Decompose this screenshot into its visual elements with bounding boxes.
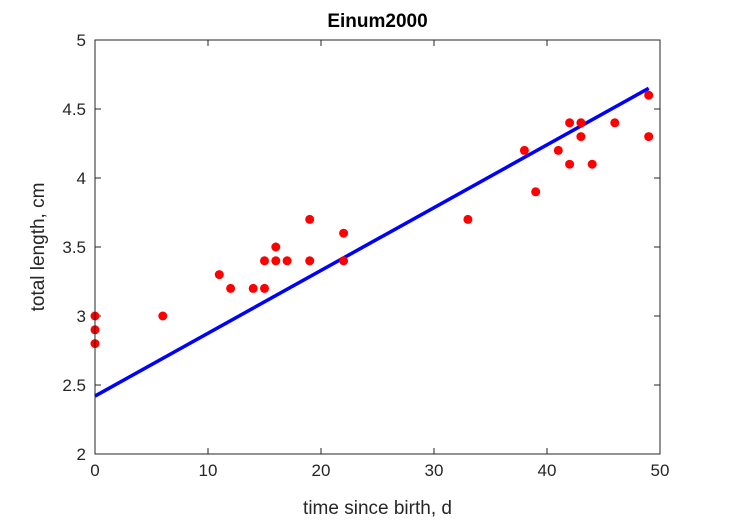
y-tick-label: 3 (77, 307, 86, 326)
data-point (565, 118, 575, 128)
data-point (610, 118, 620, 128)
y-tick-label: 5 (77, 31, 86, 50)
x-tick-label: 0 (90, 461, 99, 480)
data-point (305, 214, 315, 224)
data-point (339, 228, 349, 238)
data-point (226, 283, 236, 293)
data-point (271, 242, 281, 252)
y-tick-label: 4 (77, 169, 86, 188)
x-tick-label: 40 (538, 461, 557, 480)
data-point (576, 118, 586, 128)
x-tick-label: 30 (425, 461, 444, 480)
data-point (260, 283, 269, 293)
y-tick-label: 3.5 (62, 238, 86, 257)
x-axis-label: time since birth, d (303, 498, 452, 519)
data-point (565, 159, 575, 169)
data-point (214, 270, 224, 280)
data-point (644, 90, 654, 100)
data-point (271, 256, 281, 266)
data-point (248, 283, 258, 293)
data-point (644, 132, 654, 142)
data-point (553, 145, 563, 155)
data-point (519, 145, 529, 155)
data-point (282, 256, 292, 266)
plot-area (95, 40, 660, 454)
y-axis-label: total length, cm (28, 183, 49, 312)
y-tick-label: 2.5 (62, 376, 86, 395)
data-point (531, 187, 541, 197)
data-point (260, 256, 269, 266)
data-point (339, 256, 349, 266)
data-point (576, 132, 586, 142)
x-tick-label: 50 (651, 461, 670, 480)
data-point (463, 214, 473, 224)
y-tick-label: 4.5 (62, 100, 86, 119)
axes-frame (94, 39, 661, 455)
data-point (158, 311, 168, 321)
ticks: 0 10 20 30 40 50 2 2.5 3 3.5 4 4.5 5 (62, 31, 669, 480)
data-point (587, 159, 597, 169)
y-tick-label: 2 (77, 445, 86, 464)
chart-title: Einum2000 (327, 11, 427, 32)
fit-line (94, 86, 650, 398)
x-tick-label: 10 (199, 461, 218, 480)
data-point (305, 256, 315, 266)
x-tick-label: 20 (312, 461, 331, 480)
